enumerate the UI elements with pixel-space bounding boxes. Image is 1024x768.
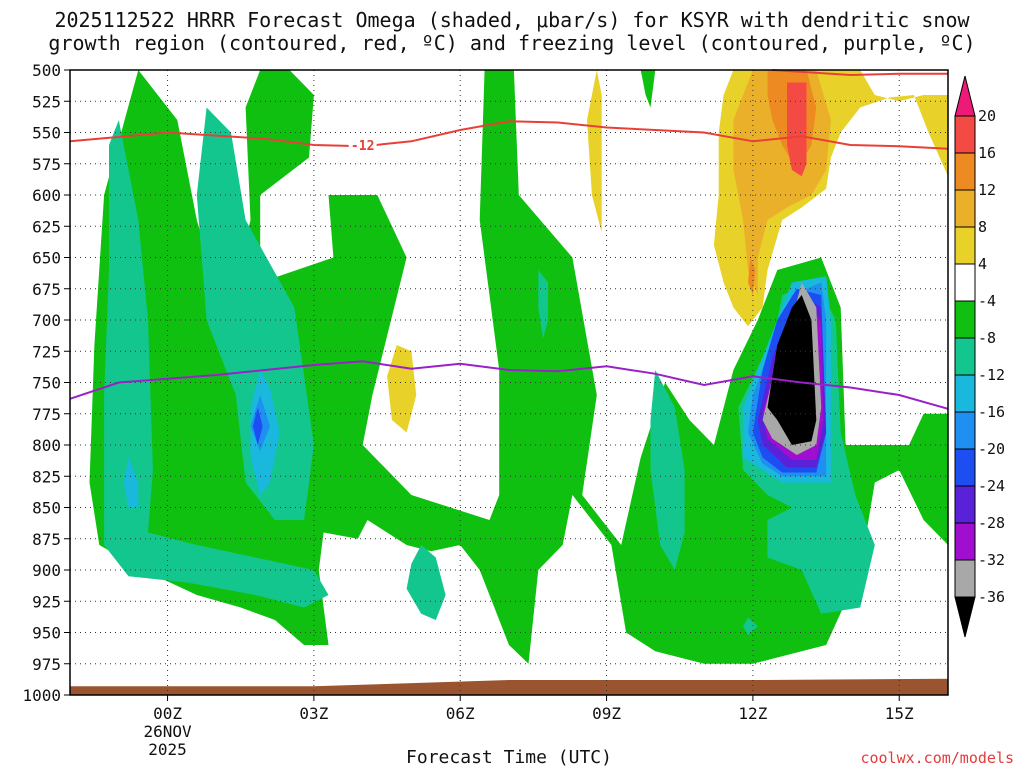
colorbar-top-extension bbox=[954, 75, 976, 117]
colorbar-label: 16 bbox=[978, 144, 996, 162]
colorbar-band bbox=[954, 152, 976, 191]
y-tick-label: 700 bbox=[32, 311, 61, 330]
y-tick-label: 600 bbox=[32, 186, 61, 205]
x-tick-label: 12Z bbox=[738, 704, 767, 723]
colorbar-label: 12 bbox=[978, 181, 996, 199]
y-tick-label: 500 bbox=[32, 61, 61, 80]
y-tick-label: 825 bbox=[32, 467, 61, 486]
grid-lines bbox=[70, 70, 948, 695]
colorbar-band bbox=[954, 411, 976, 450]
colorbar-label: -32 bbox=[978, 551, 1005, 569]
colorbar-band bbox=[954, 300, 976, 339]
colorbar-band bbox=[954, 448, 976, 487]
y-tick-label: 575 bbox=[32, 155, 61, 174]
x-tick-date: 26NOV bbox=[143, 722, 192, 741]
colorbar-label: -24 bbox=[978, 477, 1005, 495]
colorbar-label: 4 bbox=[978, 255, 987, 273]
colorbar-label: -16 bbox=[978, 403, 1005, 421]
y-tick-label: 550 bbox=[32, 124, 61, 143]
colorbar-label: 20 bbox=[978, 107, 996, 125]
colorbar-label: -36 bbox=[978, 588, 1005, 606]
y-tick-label: 975 bbox=[32, 655, 61, 674]
omega-shading bbox=[89, 70, 948, 664]
colorbar-band bbox=[954, 485, 976, 524]
colorbar-band bbox=[954, 559, 976, 598]
colorbar-label: -28 bbox=[978, 514, 1005, 532]
y-tick-label: 675 bbox=[32, 280, 61, 299]
colorbar-label: -4 bbox=[978, 292, 996, 310]
omega-region-teal bbox=[538, 270, 548, 339]
omega-region-black bbox=[767, 295, 817, 445]
contour-label-background bbox=[348, 137, 377, 151]
ground-fill bbox=[70, 678, 948, 695]
chart-title-line-1: 2025112522 HRRR Forecast Omega (shaded, … bbox=[54, 8, 970, 32]
y-tick-label: 900 bbox=[32, 561, 61, 580]
y-tick-label: 850 bbox=[32, 499, 61, 518]
y-tick-label: 775 bbox=[32, 405, 61, 424]
y-tick-label: 725 bbox=[32, 342, 61, 361]
omega-colorbar: 20 16 12 8 4 -4 -8 -12 -16 -20 -24 -28 -32 -36 bbox=[954, 75, 1005, 638]
omega-region-cyan bbox=[123, 457, 139, 508]
omega-region-green bbox=[640, 70, 656, 108]
chart-title-line-2: growth region (contoured, red, ºC) and f… bbox=[48, 31, 975, 55]
y-tick-label: 800 bbox=[32, 436, 61, 455]
colorbar-band bbox=[954, 337, 976, 376]
colorbar-bottom-extension bbox=[954, 596, 976, 638]
colorbar-label: -8 bbox=[978, 329, 996, 347]
omega-region-royal bbox=[252, 407, 263, 445]
contour-line bbox=[69, 120, 949, 150]
omega-region-orange bbox=[748, 257, 756, 295]
source-credit: coolwx.com/models bbox=[860, 749, 1014, 767]
y-tick-label: 1000 bbox=[22, 686, 61, 705]
x-tick-year: 2025 bbox=[148, 740, 187, 759]
x-tick-label: 00Z bbox=[153, 704, 182, 723]
pressure-axis: 500 525 550 575 600 625 650 675 700 725 750 775 800 8… bbox=[22, 61, 70, 705]
y-tick-label: 525 bbox=[32, 92, 61, 111]
plot-area: -12 bbox=[69, 69, 949, 696]
omega-region-teal bbox=[104, 120, 329, 608]
omega-region-red bbox=[787, 82, 807, 177]
contour-label: -12 bbox=[351, 139, 374, 154]
y-tick-label: 650 bbox=[32, 249, 61, 268]
colorbar-band bbox=[954, 374, 976, 413]
y-tick-label: 750 bbox=[32, 374, 61, 393]
omega-region-teal bbox=[196, 107, 314, 520]
colorbar-label: 8 bbox=[978, 218, 987, 236]
contour-line bbox=[772, 69, 948, 77]
colorbar-band bbox=[954, 522, 976, 561]
colorbar-band bbox=[954, 263, 976, 302]
omega-region-teal bbox=[650, 370, 685, 570]
contour-line bbox=[69, 360, 949, 410]
y-tick-label: 875 bbox=[32, 530, 61, 549]
x-axis-title: Forecast Time (UTC) bbox=[406, 747, 612, 768]
colorbar-band bbox=[954, 115, 976, 154]
y-tick-label: 925 bbox=[32, 592, 61, 611]
y-tick-label: 950 bbox=[32, 624, 61, 643]
x-tick-label: 03Z bbox=[299, 704, 328, 723]
x-tick-label: 09Z bbox=[592, 704, 621, 723]
colorbar-label: -20 bbox=[978, 440, 1005, 458]
temperature-contours: -12 bbox=[69, 69, 949, 410]
ground-layer bbox=[70, 678, 948, 695]
x-tick-label: 15Z bbox=[885, 704, 914, 723]
x-tick-label: 06Z bbox=[446, 704, 475, 723]
colorbar-band bbox=[954, 189, 976, 228]
colorbar-band bbox=[954, 226, 976, 265]
omega-region-yellow bbox=[587, 70, 602, 233]
omega-region-teal bbox=[743, 617, 758, 635]
y-tick-label: 625 bbox=[32, 217, 61, 236]
colorbar-label: -12 bbox=[978, 366, 1005, 384]
